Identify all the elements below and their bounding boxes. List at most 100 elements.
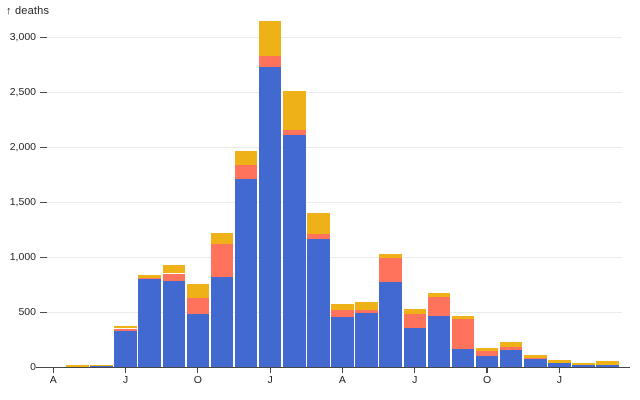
bar-segment-series-blue xyxy=(114,330,137,367)
bar-segment-series-red xyxy=(234,164,258,179)
bar-segment-series-orange xyxy=(548,359,571,363)
y-tick-mark xyxy=(40,257,47,258)
bar-segment-series-red xyxy=(114,328,137,331)
bar-segment-series-blue xyxy=(524,359,547,367)
bar-segment-series-blue xyxy=(162,281,185,367)
bar-segment-series-orange xyxy=(186,283,210,298)
bar-segment-series-blue xyxy=(90,365,113,367)
y-tick-label: 2,500 xyxy=(9,86,36,98)
y-tick-mark xyxy=(40,202,47,203)
bar-segment-series-orange xyxy=(379,254,402,259)
y-tick-label: 500 xyxy=(18,306,36,318)
bar-segment-series-red xyxy=(258,55,282,67)
gridline-500 xyxy=(40,312,622,313)
y-tick-mark xyxy=(40,312,47,313)
y-tick-mark xyxy=(40,147,47,148)
bar-segment-series-orange xyxy=(355,302,378,310)
bar-segment-series-orange xyxy=(499,342,523,347)
bar-segment-series-blue xyxy=(572,365,595,367)
bar-segment-series-blue xyxy=(379,281,402,367)
bar-segment-series-orange xyxy=(596,360,619,365)
bar-segment-series-red xyxy=(427,296,451,317)
x-tick-label-J: J xyxy=(267,374,273,386)
x-tick-label-J: J xyxy=(122,374,129,386)
x-axis-line xyxy=(36,366,630,369)
x-tick-mark xyxy=(269,368,271,374)
bar-segment-series-orange xyxy=(475,348,499,352)
x-tick-label-O: O xyxy=(193,374,202,386)
bar-segment-series-red xyxy=(162,273,185,282)
bar-segment-series-orange xyxy=(307,213,330,234)
bar-segment-series-red xyxy=(499,346,523,350)
bar-segment-series-red xyxy=(475,351,499,356)
bar-segment-series-red xyxy=(379,258,402,282)
x-tick-mark xyxy=(197,368,199,374)
bar-segment-series-orange xyxy=(114,326,137,329)
x-tick-mark xyxy=(486,368,488,374)
y-tick-label: 0 xyxy=(30,361,36,373)
x-tick-mark xyxy=(414,368,416,374)
x-tick-label-A: A xyxy=(49,374,57,386)
x-tick-mark xyxy=(124,368,127,374)
gridline-3000 xyxy=(40,37,622,38)
bar-segment-series-red xyxy=(524,358,547,360)
bar-segment-series-red xyxy=(138,277,161,279)
bar-segment-series-orange xyxy=(258,20,282,56)
bar-segment-series-blue xyxy=(451,348,475,367)
bar-segment-series-blue xyxy=(331,316,354,367)
y-tick-label: 3,000 xyxy=(9,31,36,43)
x-tick-label-O: O xyxy=(482,374,492,386)
bar-segment-series-blue xyxy=(307,238,330,367)
bar-segment-series-blue xyxy=(355,313,378,367)
bar-segment-series-orange xyxy=(138,275,161,278)
bar-segment-series-orange xyxy=(451,315,475,320)
y-tick-label: 1,000 xyxy=(9,251,36,263)
bar-segment-series-orange xyxy=(427,293,451,297)
x-tick-mark xyxy=(341,368,344,374)
bar-segment-series-blue xyxy=(234,178,258,367)
bar-segment-series-orange xyxy=(524,354,547,359)
bar-segment-series-orange xyxy=(403,308,426,314)
bar-segment-series-blue xyxy=(427,316,451,367)
bar-segment-series-blue xyxy=(596,365,619,367)
bar-segment-series-red xyxy=(283,129,306,135)
bar-segment-series-blue xyxy=(499,349,523,367)
y-tick-mark xyxy=(40,92,47,93)
gridline-2000 xyxy=(40,147,622,148)
bar-segment-series-orange xyxy=(210,232,234,244)
bar-segment-series-red xyxy=(403,313,426,328)
bar-segment-series-orange xyxy=(283,90,306,130)
gridline-1500 xyxy=(40,202,622,203)
bar-segment-series-blue xyxy=(186,314,210,367)
bar-segment-series-orange xyxy=(66,364,89,367)
bar-segment-series-red xyxy=(331,309,354,317)
bar-segment-series-orange xyxy=(331,303,354,310)
bar-segment-series-red xyxy=(210,243,234,277)
bar-segment-series-blue xyxy=(138,278,161,367)
x-tick-label-J: J xyxy=(556,374,562,386)
bar-segment-series-red xyxy=(355,309,378,314)
y-axis-label: ↑ deaths xyxy=(6,5,50,17)
bar-segment-series-orange xyxy=(90,365,113,366)
bar-segment-series-blue xyxy=(283,134,306,367)
bar-segment-series-red xyxy=(186,297,210,315)
gridline-1000 xyxy=(40,257,622,258)
x-tick-mark xyxy=(558,368,560,374)
bar-segment-series-orange xyxy=(162,264,185,274)
gridline-2500 xyxy=(40,92,622,93)
y-tick-label: 2,000 xyxy=(9,141,36,153)
x-tick-label-A: A xyxy=(338,374,346,386)
x-tick-mark xyxy=(52,368,54,374)
y-tick-label: 1,500 xyxy=(9,196,36,208)
bar-segment-series-red xyxy=(307,233,330,239)
bar-segment-series-blue xyxy=(258,66,282,367)
bar-segment-series-red xyxy=(451,319,475,349)
bar-segment-series-blue xyxy=(403,327,426,367)
bar-segment-series-orange xyxy=(234,151,258,165)
bar-segment-series-orange xyxy=(572,363,595,365)
bar-segment-series-blue xyxy=(475,356,499,367)
bar-segment-series-blue xyxy=(548,362,571,367)
y-tick-mark xyxy=(40,37,47,38)
bar-segment-series-blue xyxy=(210,276,234,367)
